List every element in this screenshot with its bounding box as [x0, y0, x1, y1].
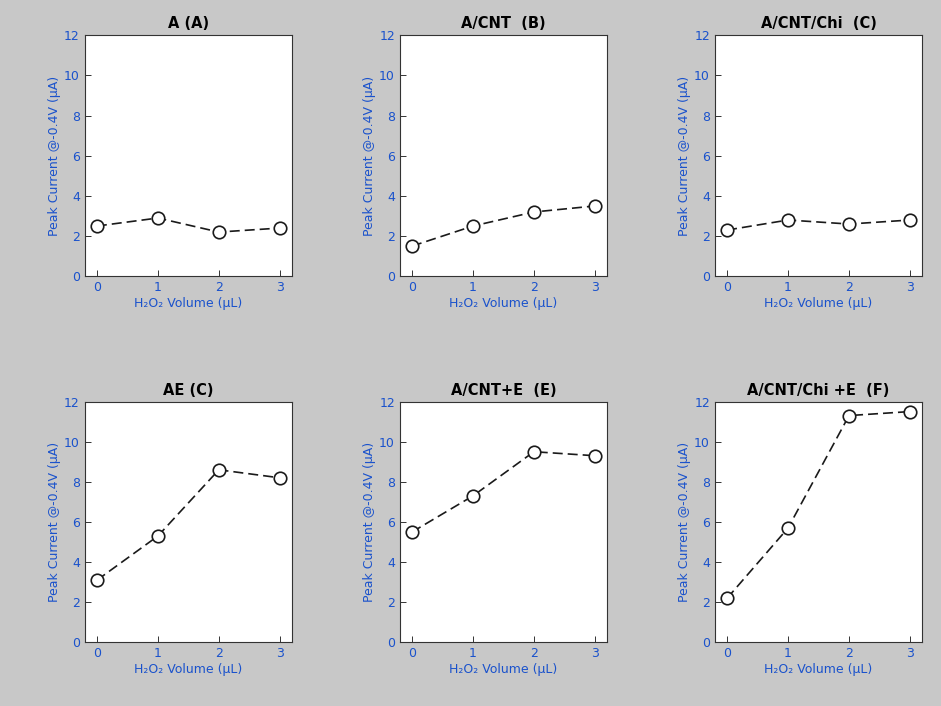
Y-axis label: Peak Current @-0.4V (μA): Peak Current @-0.4V (μA): [48, 76, 61, 236]
Title: A/CNT+E  (E): A/CNT+E (E): [451, 383, 556, 397]
X-axis label: H₂O₂ Volume (μL): H₂O₂ Volume (μL): [135, 663, 243, 676]
Y-axis label: Peak Current @-0.4V (μA): Peak Current @-0.4V (μA): [48, 442, 61, 602]
X-axis label: H₂O₂ Volume (μL): H₂O₂ Volume (μL): [764, 297, 872, 310]
X-axis label: H₂O₂ Volume (μL): H₂O₂ Volume (μL): [764, 663, 872, 676]
X-axis label: H₂O₂ Volume (μL): H₂O₂ Volume (μL): [135, 297, 243, 310]
Title: A/CNT/Chi +E  (F): A/CNT/Chi +E (F): [747, 383, 890, 397]
Y-axis label: Peak Current @-0.4V (μA): Peak Current @-0.4V (μA): [678, 76, 692, 236]
X-axis label: H₂O₂ Volume (μL): H₂O₂ Volume (μL): [449, 297, 558, 310]
Title: A/CNT  (B): A/CNT (B): [461, 16, 546, 31]
Y-axis label: Peak Current @-0.4V (μA): Peak Current @-0.4V (μA): [363, 76, 376, 236]
Title: AE (C): AE (C): [163, 383, 214, 397]
Y-axis label: Peak Current @-0.4V (μA): Peak Current @-0.4V (μA): [678, 442, 692, 602]
X-axis label: H₂O₂ Volume (μL): H₂O₂ Volume (μL): [449, 663, 558, 676]
Title: A/CNT/Chi  (C): A/CNT/Chi (C): [760, 16, 876, 31]
Y-axis label: Peak Current @-0.4V (μA): Peak Current @-0.4V (μA): [363, 442, 376, 602]
Title: A (A): A (A): [167, 16, 209, 31]
